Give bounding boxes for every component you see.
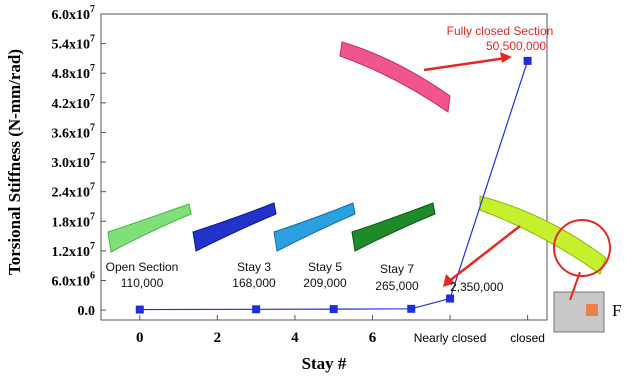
series-layer [135,56,532,314]
y-tick-label: 2.4x107 [52,182,96,201]
open-section-label: Open Section [106,260,179,274]
nearly-closed-arrowhead [443,274,455,287]
open-section-beam-image [107,203,192,253]
fully-closed-arrowhead [500,52,512,63]
fully-closed-arrow [423,56,507,72]
y-tick-label: 3.0x107 [52,152,96,171]
nearly-closed-beam-image [479,195,607,275]
data-point [329,305,338,314]
y-axis-ticks: 0.0 6.0x106 1.2x107 1.8x107 2.4x107 3.0x107 3.… [52,4,106,319]
annotation-labels: Open Section 110,000 Stay 3 168,000 Stay… [106,24,622,320]
annotation-arrows [423,52,611,301]
detail-highlight-circle [553,219,611,277]
x-tick-label: 0 [136,330,144,346]
stay5-value: 209,000 [303,276,347,290]
nearly-closed-arrow [447,225,521,283]
stay7-label: Stay 7 [380,262,414,276]
side-label: F [612,301,621,320]
y-axis-title: Torsional Stiffness (N-mm/rad) [5,49,24,275]
y-tick-label: 3.6x107 [52,122,96,141]
detail-part-accent [586,304,598,316]
y-tick-label: 6.0x106 [52,271,96,290]
plot-frame [100,13,548,321]
y-tick-label: 4.2x107 [52,93,96,112]
fully-closed-value: 50,500,000 [486,39,546,53]
y-tick-label: 1.2x107 [52,241,96,260]
stay3-label: Stay 3 [237,260,271,274]
series-line [139,60,529,311]
stay3-value: 168,000 [232,276,276,290]
x-tick-label: 4 [291,330,299,346]
detail-arrow [569,271,581,301]
stay5-label: Stay 5 [308,260,342,274]
x-tick-label: Nearly closed [414,331,487,345]
y-tick-label: 1.8x107 [52,211,96,230]
data-point [135,305,144,314]
stay3-beam-image [192,202,277,252]
open-section-value: 110,000 [121,276,164,290]
x-tick-label: 6 [369,330,377,346]
fully-closed-beam-image [339,41,451,113]
x-axis-title: Stay # [302,354,347,373]
fully-closed-label: Fully closed Section [447,24,554,38]
nearly-closed-value: 2,350,000 [450,280,504,294]
x-axis-ticks: 0 2 4 6 Nearly closed closed [136,315,545,346]
x-tick-label: closed [510,331,545,345]
y-tick-label: 0.0 [78,304,96,319]
stay7-beam-image [351,202,436,252]
data-point [523,56,532,65]
data-point [446,294,455,303]
beam-illustrations [107,41,607,333]
stay7-value: 265,000 [375,279,419,293]
data-point [252,305,261,314]
y-tick-label: 5.4x107 [52,34,96,53]
y-tick-label: 4.8x107 [52,63,96,82]
stay5-beam-image [273,202,356,252]
data-point [407,304,416,313]
y-tick-label: 6.0x107 [52,4,96,23]
x-tick-label: 2 [214,330,222,346]
